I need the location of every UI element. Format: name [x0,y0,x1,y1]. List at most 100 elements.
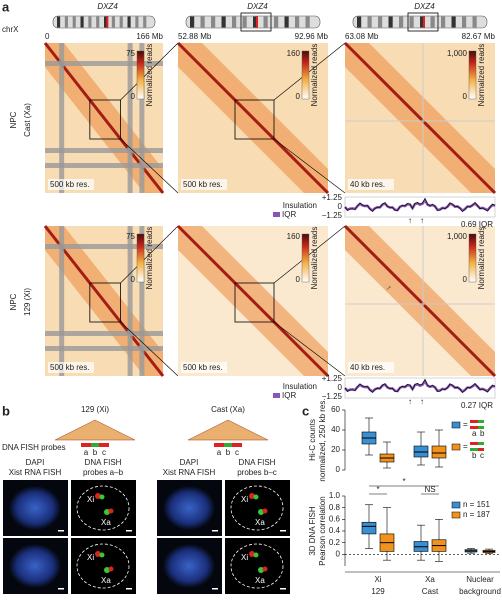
probe [470,426,478,429]
highlight [407,12,439,32]
label: Xi [87,495,94,504]
res-bg [348,362,394,373]
spot [108,508,114,514]
label: 0 [131,275,136,284]
insulation-line [344,197,496,213]
spot [104,509,110,515]
label: b [472,451,477,460]
label: 1,000 [447,49,468,58]
label: Xi [241,553,248,562]
zoom-line [273,321,346,377]
label: 0.69 IQR [461,220,493,229]
label: 500 kb res. [50,180,90,189]
label: 1,000 [447,232,468,241]
band [104,16,108,28]
probe [81,443,91,447]
label: chrX [2,25,19,34]
zoom-box [234,282,275,323]
gap [127,43,133,193]
spot [262,566,268,572]
zoom-line [273,138,346,194]
arrow: → [382,281,394,293]
band [462,16,467,28]
scale-bar [212,588,218,590]
label: 166 Mb [136,32,163,41]
zoom-line [273,42,346,101]
ideogram [185,12,321,32]
spot [99,552,105,558]
insulation-line [344,378,496,394]
fish-image [225,538,290,594]
band [200,16,205,28]
equals: = [463,442,468,451]
zoom-line [120,225,179,284]
gap [45,148,163,153]
label: Xist RNA FISH [163,468,216,477]
box [361,521,377,535]
label: 75 [126,49,135,58]
label: normalized, 250 kb res. [318,398,327,481]
band [80,16,84,28]
label: Xi [241,495,248,504]
probe [478,426,484,429]
label: 20 [331,445,340,454]
locus-mark [256,16,258,28]
nucleus-outline [230,485,284,531]
band [451,16,456,28]
band [284,16,289,28]
nucleus-outline [230,543,284,589]
zoom-line [120,321,179,377]
label: 0.6 [329,514,341,523]
label: n = 151 [463,500,490,509]
spot [95,551,101,557]
gap [45,346,163,351]
probe [478,420,484,423]
nucleus [9,486,61,530]
gap [45,61,163,66]
label: 0 [296,92,301,101]
band [430,16,435,28]
label: Normalized reads [310,227,319,290]
label: +1.25 [322,374,343,383]
label: NS [424,485,435,494]
highlight [240,12,272,32]
label: 0 [336,465,341,474]
band [367,16,372,28]
label: 0 [336,549,341,558]
label: 160 [287,232,301,241]
zoom-line [120,138,179,194]
label: −1.25 [322,392,343,401]
label: 82.67 Mb [462,32,496,41]
label: Normalized reads [145,44,154,107]
hic-triangle [187,419,269,441]
probe [470,420,478,423]
label: 60 [331,405,340,414]
band [119,16,123,28]
label: Hi-C counts [308,419,317,461]
map-diagonal [176,41,330,195]
label: 129 (Xi) [23,288,32,316]
label: background [459,587,501,596]
label: a [472,429,477,438]
band [96,16,100,28]
spot [253,494,259,500]
spot [258,509,264,515]
colorbar [301,233,310,283]
probe [214,443,224,447]
res-bg [181,179,227,190]
label: 500 kb res. [50,363,90,372]
res-bg [48,179,94,190]
band [295,16,300,28]
probe [232,443,242,447]
gap [59,43,65,193]
gap [59,226,65,376]
label: DNA FISH probes [2,443,66,452]
label: 75 [126,232,135,241]
label: n = 187 [463,510,490,519]
label: 0.4 [329,526,341,535]
nucleus-outline [76,485,130,531]
hic-map [176,41,330,195]
label: +1.25 [322,193,343,202]
colorbar [136,233,145,283]
label: Cast (Xa) [23,103,32,137]
